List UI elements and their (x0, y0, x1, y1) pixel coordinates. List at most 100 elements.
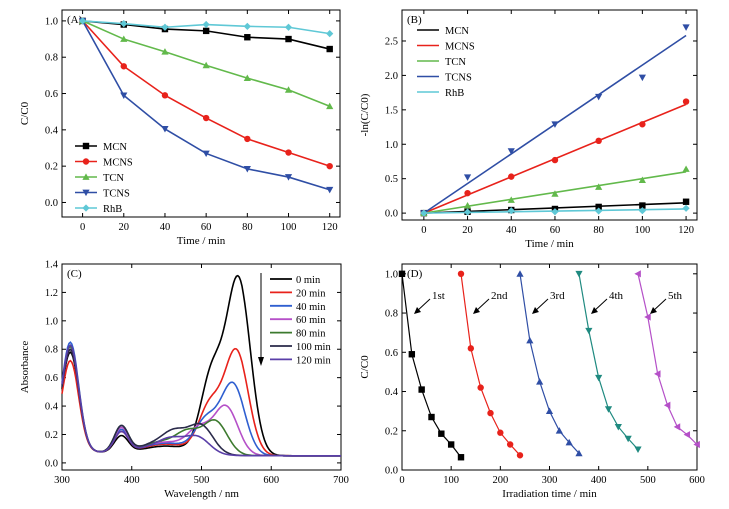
data-point (244, 34, 251, 41)
legend-label: 60 min (296, 315, 326, 326)
data-point (575, 449, 583, 457)
x-tick-label: 600 (689, 475, 705, 486)
data-point (326, 162, 333, 170)
legend-label: 0 min (296, 275, 321, 286)
y-tick-label: 1.0 (45, 16, 58, 27)
legend-label: 100 min (296, 342, 331, 353)
y-tick-label: 0.6 (45, 373, 58, 384)
plot-frame (61, 9, 341, 218)
data-point (638, 176, 646, 183)
data-point (507, 207, 515, 215)
y-tick-label: 1.0 (385, 269, 398, 280)
data-point (161, 126, 169, 133)
data-point (507, 148, 515, 155)
data-point (634, 270, 641, 278)
data-point (551, 156, 559, 164)
legend: MCN MCNS TCN TCNS RhB (75, 142, 133, 215)
y-tick-label: 1.0 (385, 140, 398, 151)
data-point (624, 435, 632, 443)
data-point (595, 203, 602, 211)
series-3rd: 3rd (516, 270, 583, 457)
data-point (120, 92, 128, 99)
x-tick-label: 0 (80, 222, 85, 233)
legend-label: 120 min (296, 355, 331, 366)
x-tick-label: 80 (593, 225, 604, 236)
x-tick-label: 400 (124, 475, 140, 486)
series-2nd: 2nd (457, 270, 524, 459)
data-point (161, 48, 169, 55)
x-axis-label: Wavelength / nm (164, 488, 239, 500)
data-point (438, 430, 445, 437)
data-point (551, 121, 559, 128)
legend: MCN MCNS TCN TCNS RhB (417, 26, 475, 99)
legend-label: TCN (445, 57, 466, 68)
data-point (487, 409, 494, 417)
data-point (447, 441, 455, 448)
data-point (508, 173, 515, 180)
series-5th: 5th (634, 270, 700, 449)
data-point (284, 86, 293, 93)
y-tick-label: 0.6 (385, 348, 398, 359)
data-point (682, 24, 690, 31)
legend-marker (82, 158, 90, 165)
data-point (202, 114, 210, 122)
y-tick-label: 0.0 (385, 209, 398, 220)
series-MCNS (420, 98, 690, 217)
data-point (682, 165, 690, 172)
panel-label: (D) (407, 268, 423, 280)
data-point (78, 17, 87, 25)
x-tick-label: 200 (492, 475, 508, 486)
data-point (638, 207, 646, 215)
legend-label: TCN (103, 173, 124, 184)
legend-label: 80 min (296, 329, 326, 340)
data-point (326, 30, 334, 38)
cycle-arrow-head (473, 307, 480, 315)
data-point (565, 438, 573, 446)
data-point (545, 407, 554, 415)
data-point (418, 386, 425, 393)
x-tick-label: 20 (119, 222, 130, 233)
x-tick-label: 500 (194, 475, 210, 486)
data-point (682, 204, 690, 212)
y-tick-label: 0.5 (385, 174, 398, 185)
cycle-arrow-head (532, 307, 539, 315)
y-tick-label: 0.0 (45, 458, 58, 469)
legend-marker (82, 142, 90, 150)
legend-label: MCN (103, 142, 127, 153)
data-point (285, 149, 292, 156)
legend: 0 min 20 min 40 min 60 min 80 min 100 min 120 … (270, 275, 331, 366)
data-point (663, 401, 671, 409)
x-tick-label: 300 (542, 475, 558, 486)
x-tick-label: 100 (634, 225, 650, 236)
y-tick-label: 0.8 (45, 345, 58, 356)
data-point (285, 35, 292, 43)
data-point (202, 27, 210, 35)
x-axis-label: Time / min (525, 238, 574, 250)
data-point (457, 454, 465, 461)
data-point (467, 345, 475, 352)
x-tick-label: 40 (506, 225, 517, 236)
cycle-arrow-head (414, 307, 421, 315)
data-point (644, 313, 651, 321)
legend-label: MCNS (445, 42, 475, 53)
y-tick-label: 0.2 (45, 162, 58, 173)
x-tick-label: 600 (263, 475, 279, 486)
data-point (673, 423, 681, 431)
data-point (682, 198, 690, 205)
x-tick-label: 0 (421, 225, 426, 236)
data-point (326, 186, 334, 194)
x-tick-label: 100 (443, 475, 459, 486)
data-point (120, 35, 128, 42)
y-tick-label: 0.8 (45, 53, 58, 64)
data-point (202, 150, 210, 158)
data-point (120, 20, 128, 28)
x-tick-label: 400 (591, 475, 607, 486)
data-point (464, 189, 471, 197)
cycle-label: 1st (432, 290, 445, 302)
data-point (420, 209, 428, 217)
x-tick-label: 120 (322, 222, 338, 233)
series-RhB (420, 204, 690, 217)
panel-label: (B) (407, 14, 422, 26)
data-point (326, 102, 334, 110)
y-axis-label: -ln(C/C0) (359, 93, 371, 136)
